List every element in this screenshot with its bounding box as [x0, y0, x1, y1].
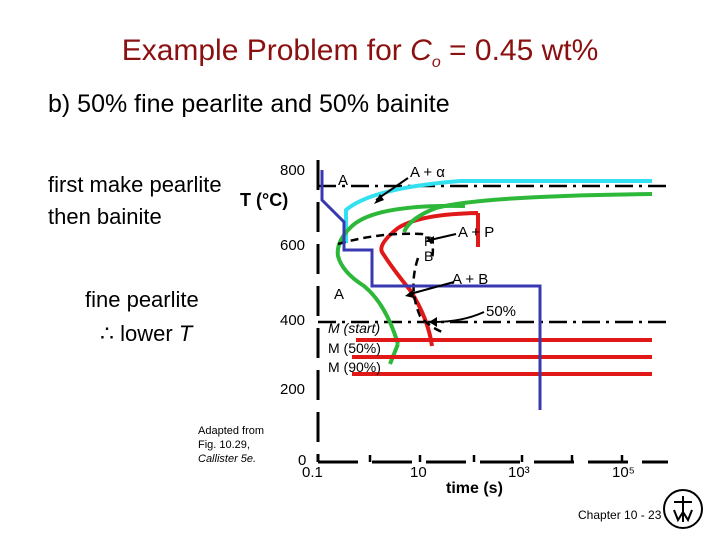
dashed-b-curve: [412, 257, 443, 334]
label-b: B: [424, 248, 434, 264]
label-a-plus-b: A + B: [452, 271, 489, 288]
y-tick-0: 0: [298, 452, 307, 469]
dashed-p-curve: [337, 232, 435, 259]
note-fine-pearlite: fine pearlite: [85, 287, 199, 312]
y-tick-400: 400: [280, 312, 306, 329]
red-finish-curve: [379, 211, 480, 347]
page-title: Example Problem for Co = 0.45 wt%: [121, 34, 599, 71]
label-a-top: A: [338, 172, 349, 189]
wiley-logo-icon: [663, 489, 703, 529]
y-tick-200: 200: [280, 381, 306, 398]
green-finish-curve: [402, 192, 653, 233]
x-tick-1000: 10³: [508, 464, 530, 481]
note-then-bainite: then bainite: [48, 204, 162, 229]
y-axis-label: T (°C): [240, 190, 289, 210]
note-lower-t: ∴ lower T: [100, 321, 193, 346]
arrow-50: [433, 311, 485, 323]
subtitle: b) 50% fine pearlite and 50% bainite: [48, 90, 450, 118]
label-m-start: M (start): [328, 320, 381, 336]
label-p: P: [424, 233, 434, 249]
label-a-plus-alpha: A + α: [410, 164, 445, 181]
note-make-pearlite: first make pearlite: [48, 172, 222, 197]
arrow-a-p: [429, 233, 457, 241]
label-50-percent: 50%: [486, 303, 517, 320]
label-a-plus-p: A + P: [458, 224, 495, 241]
x-tick-0.1: 0.1: [302, 464, 323, 481]
label-m-90: M (90%): [328, 359, 381, 375]
credit-note: Adapted from Fig. 10.29, Callister 5e.: [198, 425, 265, 465]
label-m-50: M (50%): [328, 340, 381, 356]
x-tick-10: 10: [410, 464, 427, 481]
chapter-footer: Chapter 10 - 23: [578, 508, 662, 522]
y-tick-800: 800: [280, 162, 306, 179]
arrow-a-b: [409, 281, 455, 295]
x-axis-label: time (s): [446, 480, 503, 497]
therefore-symbol: ∴: [100, 321, 114, 346]
label-a-low: A: [334, 286, 345, 303]
y-tick-600: 600: [280, 237, 306, 254]
x-ticks: [368, 455, 624, 462]
green-start-curve: [335, 203, 466, 365]
cooling-path: [320, 170, 542, 410]
x-tick-100000: 10⁵: [612, 464, 635, 481]
